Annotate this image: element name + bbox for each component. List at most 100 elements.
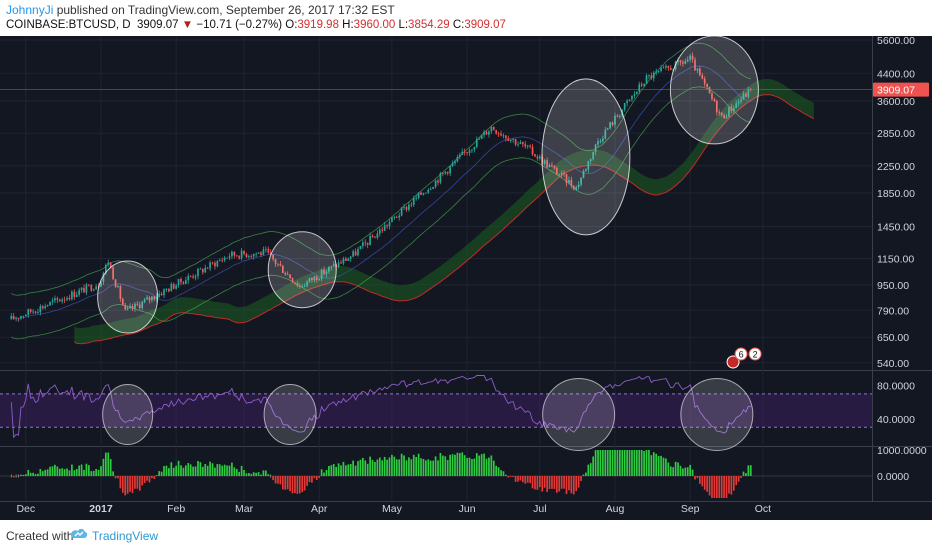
histogram-bar [141, 476, 144, 486]
candle-body [512, 139, 515, 141]
histogram-bar [526, 476, 529, 483]
histogram-bar [582, 474, 585, 476]
histogram-bar [434, 456, 437, 476]
rsi-annotation-circle [680, 378, 754, 451]
histogram-bar [337, 463, 340, 476]
candle-body [572, 185, 575, 190]
bollinger-basis [11, 65, 751, 319]
histogram-bar [711, 476, 713, 498]
histogram-bar [272, 476, 274, 481]
histogram-bar [131, 476, 134, 494]
chart-svg[interactable]: 5600.00 4400.00 3600.00 2850.00 2250.00 1850.… [0, 36, 932, 520]
histogram-bar [182, 467, 185, 476]
histogram-bar [529, 476, 531, 484]
candle-body [345, 258, 347, 261]
tradingview-brand[interactable]: TradingView [92, 529, 159, 543]
histogram-bar [560, 476, 563, 489]
histogram-bar [349, 463, 352, 476]
histogram-bar [558, 476, 561, 492]
histogram-bar [100, 466, 102, 476]
candle-body [495, 130, 498, 134]
histogram-bar [412, 454, 415, 476]
histogram-bar [138, 476, 141, 491]
histogram-bar [425, 460, 427, 476]
candle-body [269, 252, 272, 255]
candle-body [694, 59, 696, 71]
candle-body [330, 265, 333, 268]
candle-body [361, 242, 364, 246]
candle-body [696, 68, 699, 71]
histogram-bar [12, 476, 15, 478]
tradingview-logo-icon[interactable] [70, 527, 88, 541]
histogram-bar [725, 476, 728, 498]
histogram-bar [136, 476, 139, 489]
histogram-bar [536, 476, 539, 490]
candle-body [594, 144, 597, 153]
candle-body [175, 285, 177, 289]
candle-body [337, 262, 340, 267]
histogram-bar [192, 466, 194, 476]
candle-body [104, 264, 107, 273]
candle-body [587, 161, 590, 170]
histogram-bar [170, 462, 173, 476]
histogram-bar [652, 452, 655, 476]
histogram-bar [58, 468, 61, 476]
candle-body [585, 169, 587, 172]
histogram-bar [189, 464, 192, 476]
time-tick-label: May [382, 503, 403, 515]
histogram-bar [660, 455, 662, 476]
candle-body [699, 68, 701, 76]
candle-body [737, 101, 740, 104]
candle-body [623, 103, 626, 110]
histogram-bar [160, 471, 163, 476]
histogram-bar [345, 465, 347, 476]
candle-body [252, 253, 255, 257]
candle-body [136, 303, 139, 305]
candle-body [189, 276, 192, 277]
candle-body [49, 301, 51, 306]
histogram-bar [686, 467, 689, 476]
candle-body [682, 62, 684, 64]
histogram-bar [221, 465, 224, 476]
histogram-bar [507, 476, 510, 478]
candle-body [614, 115, 616, 125]
histogram-bar [165, 465, 168, 476]
histogram-bar [359, 459, 362, 476]
chart-area[interactable]: 5600.00 4400.00 3600.00 2850.00 2250.00 1850.… [0, 36, 932, 520]
candle-body [12, 316, 15, 320]
histogram-bar [308, 476, 311, 483]
time-tick-label: Mar [235, 503, 254, 515]
histogram-bar [466, 457, 468, 476]
candle-body [255, 253, 258, 255]
histogram-bar [665, 458, 667, 476]
histogram-bar [577, 476, 580, 488]
histogram-bar [563, 476, 565, 489]
candle-body [37, 312, 39, 313]
candle-body [592, 152, 595, 160]
symbol-label[interactable]: COINBASE:BTCUSD, D [6, 19, 131, 31]
histogram-bar [742, 471, 745, 476]
candle-body [616, 115, 619, 117]
candle-body [22, 316, 25, 317]
histogram-bar [606, 450, 609, 476]
histogram-bar [735, 476, 738, 486]
candle-body [393, 216, 396, 218]
histogram-bar [354, 465, 357, 476]
candle-body [121, 298, 124, 305]
candle-body [274, 259, 277, 264]
histogram-bar [572, 476, 575, 495]
candle-body [558, 174, 561, 176]
histogram-bar [699, 476, 701, 484]
author-link[interactable]: JohnnyJi [6, 3, 54, 17]
histogram-bar [172, 467, 175, 476]
bollinger-upper [11, 42, 751, 296]
candle-body [83, 287, 85, 293]
candle-body [740, 99, 742, 102]
histogram-bar [168, 468, 170, 476]
candle-body [332, 264, 335, 266]
event-count: 6 [739, 350, 744, 360]
candle-body [323, 269, 325, 274]
candle-body [660, 68, 662, 71]
ichimoku-span-b [74, 94, 815, 345]
histogram-bar [83, 469, 85, 476]
